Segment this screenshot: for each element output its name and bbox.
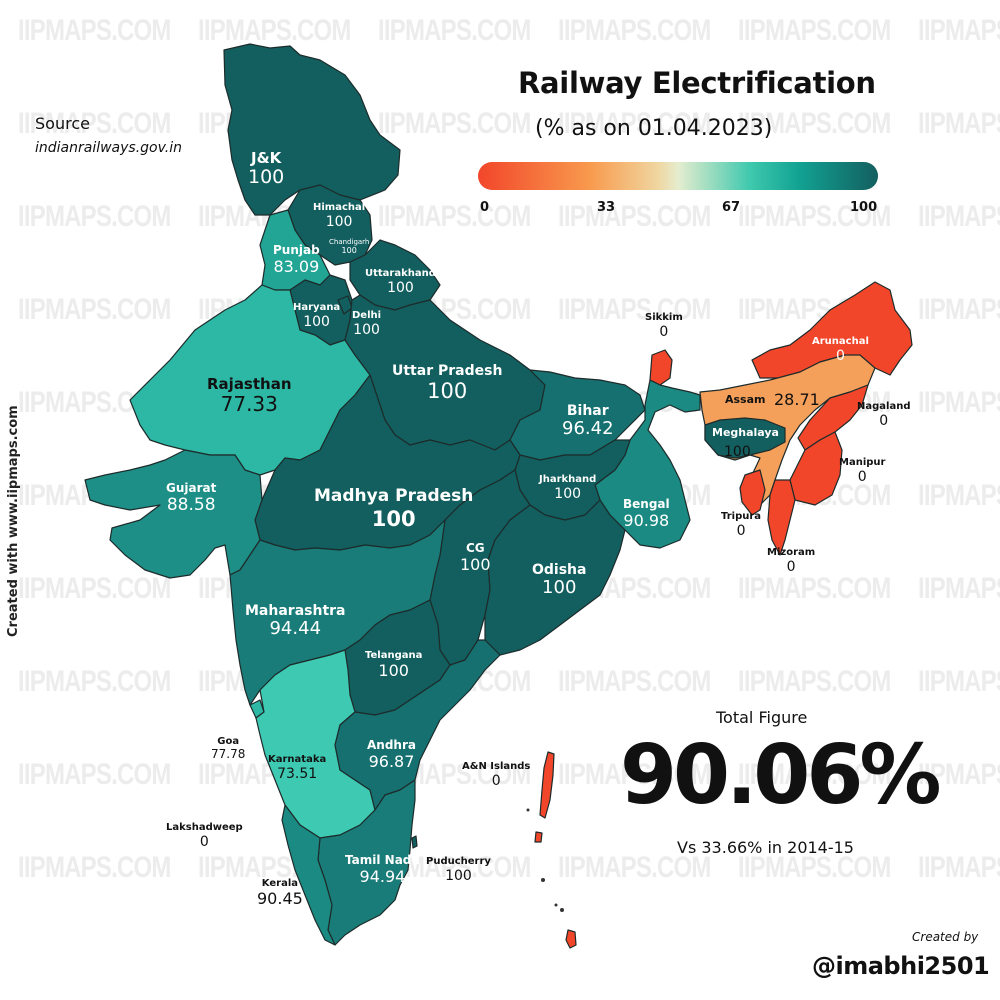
state-meghalaya[interactable] (704, 417, 786, 459)
label-tamil-nadu: Tamil Nadu 94.94 (345, 853, 420, 886)
label-karnataka: Karnataka 73.51 (268, 754, 327, 782)
total-comparison: Vs 33.66% in 2014-15 (677, 838, 854, 857)
label-haryana: Haryana 100 (293, 302, 341, 330)
state-an-islands[interactable] (526, 751, 577, 949)
label-gujarat: Gujarat 88.58 (166, 481, 217, 515)
label-sikkim: Sikkim 0 (645, 312, 683, 340)
source-url: indianrailways.gov.in (35, 140, 182, 156)
state-odisha[interactable] (484, 499, 626, 656)
legend-tick-100: 100 (850, 200, 878, 215)
label-maharashtra: Maharashtra 94.44 (245, 603, 346, 640)
label-nagaland: Nagaland 0 (857, 401, 911, 429)
label-telangana: Telangana 100 (365, 650, 423, 680)
label-kerala: Kerala 90.45 (257, 878, 303, 908)
label-chandigarh: Chandigarh 100 (329, 238, 370, 256)
label-uttar-pradesh: Uttar Pradesh 100 (392, 363, 503, 404)
label-jharkhand: Jharkhand 100 (539, 474, 597, 502)
state-tripura[interactable] (739, 469, 766, 516)
label-manipur: Manipur 0 (839, 457, 886, 485)
label-cg: CG 100 (460, 541, 491, 574)
label-assam: Assam (725, 393, 766, 406)
map-subtitle: (% as on 01.04.2023) (535, 116, 773, 141)
label-himachal: Himachal 100 (313, 202, 366, 230)
total-figure-label: Total Figure (716, 708, 808, 727)
label-uttarakhand: Uttarakhand 100 (365, 268, 436, 296)
label-goa: Goa 77.78 (211, 736, 246, 761)
state-andhra[interactable] (334, 639, 501, 811)
legend-tick-0: 0 (480, 200, 490, 215)
color-scale-legend (478, 162, 878, 190)
source-label: Source (35, 114, 90, 133)
label-jk: J&K 100 (248, 149, 285, 189)
state-puducherry[interactable] (411, 835, 418, 849)
state-kerala[interactable] (281, 804, 336, 946)
total-figure-value: 90.06% (620, 728, 942, 823)
author-handle[interactable]: @imabhi2501 (812, 952, 990, 980)
state-sikkim[interactable] (649, 349, 673, 386)
label-madhya-pradesh: Madhya Pradesh 100 (314, 486, 474, 531)
iipmaps-credit: Created with www.iipmaps.com (6, 405, 21, 637)
label-bihar: Bihar 96.42 (562, 403, 614, 440)
value-assam: 28.71 (774, 390, 820, 409)
label-an-islands: A&N Islands 0 (462, 761, 531, 789)
label-lakshadweep: Lakshadweep 0 (166, 822, 243, 850)
label-tripura: Tripura 0 (721, 511, 762, 539)
label-arunachal: Arunachal 0 (812, 336, 869, 364)
label-delhi: Delhi 100 (352, 310, 382, 338)
legend-tick-33: 33 (597, 200, 616, 215)
label-bengal: Bengal 90.98 (623, 497, 670, 530)
label-meghalaya: Meghalaya (712, 426, 779, 439)
state-mizoram[interactable] (767, 479, 796, 556)
map-title: Railway Electrification (518, 66, 876, 100)
state-assam[interactable] (699, 354, 876, 506)
legend-tick-67: 67 (722, 200, 741, 215)
label-rajasthan: Rajasthan 77.33 (207, 375, 292, 417)
label-odisha: Odisha 100 (532, 562, 587, 599)
state-manipur[interactable] (789, 431, 843, 506)
label-punjab: Punjab 83.09 (273, 243, 320, 276)
created-by-label: Created by (912, 930, 979, 944)
label-andhra: Andhra 96.87 (367, 738, 416, 771)
label-mizoram: Mizoram 0 (767, 547, 816, 575)
value-meghalaya: 100 (724, 444, 751, 460)
label-puducherry: Puducherry 100 (426, 856, 491, 884)
